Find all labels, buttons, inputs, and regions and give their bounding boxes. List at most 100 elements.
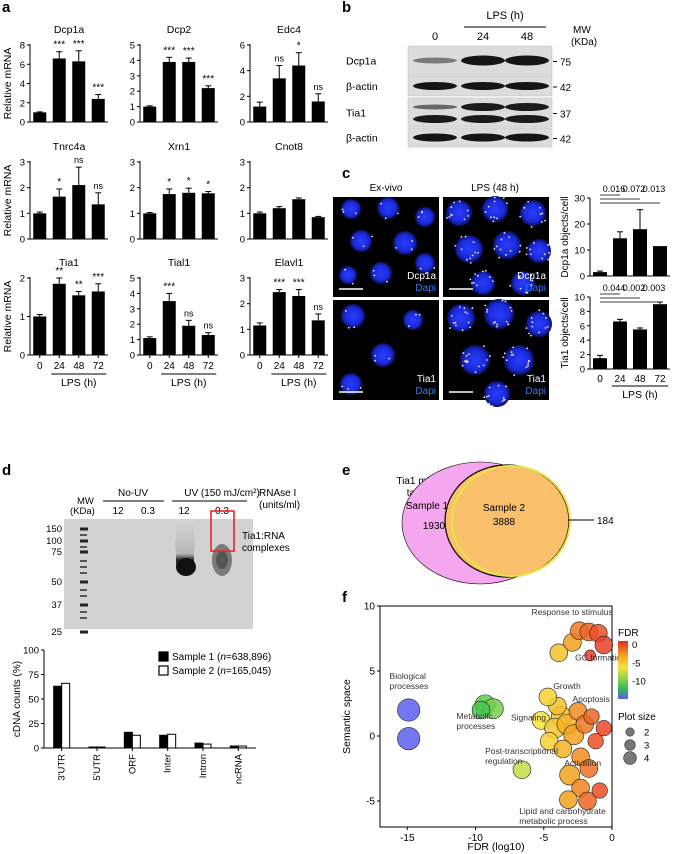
granule xyxy=(461,364,464,367)
significance-label: * xyxy=(187,176,191,187)
granule xyxy=(510,354,513,356)
bar-sample-1 xyxy=(123,731,133,749)
bar xyxy=(143,106,157,122)
granule xyxy=(519,244,522,247)
granule xyxy=(471,282,473,285)
granule xyxy=(469,257,472,260)
y-tick-label: 0 xyxy=(130,118,135,129)
legend-entry: Sample 2 (n=165,045) xyxy=(172,666,271,677)
bar xyxy=(72,295,86,355)
granule xyxy=(493,196,496,199)
granule xyxy=(484,269,487,272)
granule xyxy=(505,385,507,388)
blot-mw-value: 37 xyxy=(560,110,572,121)
nucleus xyxy=(484,381,510,407)
pvalue-label: 0.072 xyxy=(623,184,646,194)
x-tick-label: -10 xyxy=(468,833,483,844)
blot-band-upper xyxy=(461,103,505,111)
granule xyxy=(483,345,485,348)
y-tick-label: 0 xyxy=(130,235,135,246)
gel-lane-value-3: 12 xyxy=(178,506,190,517)
bar xyxy=(33,316,47,355)
x-tick-label: 24 xyxy=(54,361,66,372)
size-legend-bubble xyxy=(625,727,635,737)
granule xyxy=(463,307,466,309)
legend-swatch xyxy=(158,651,169,662)
granule xyxy=(474,273,476,275)
y-tick-label: 1 xyxy=(130,335,135,346)
granule xyxy=(526,291,529,294)
y-tick-label: 1 xyxy=(240,209,245,220)
bar xyxy=(33,112,47,122)
y-tick-label: 2 xyxy=(240,299,245,310)
ladder-band xyxy=(80,580,88,584)
ladder-band xyxy=(80,534,87,536)
stain-label: Dcp1a xyxy=(407,271,436,282)
size-legend-bubble xyxy=(623,751,637,765)
y-tick-label: 2 xyxy=(20,274,25,285)
size-legend-tick: 2 xyxy=(644,728,649,739)
significance-label: ** xyxy=(75,279,83,290)
granule xyxy=(525,366,528,369)
granule xyxy=(466,312,469,315)
granule xyxy=(493,248,496,250)
y-tick-label: 2 xyxy=(240,92,245,103)
granule xyxy=(421,210,424,213)
gel-mw-unit: (KDa) xyxy=(70,506,95,517)
y-tick-label: 4 xyxy=(130,289,135,300)
gel-complex-label-1: Tia1:RNA xyxy=(242,531,285,542)
granule xyxy=(525,327,528,330)
granule xyxy=(541,212,544,215)
granule xyxy=(469,278,472,281)
x-tick-label: 0 xyxy=(609,833,615,844)
nucleus xyxy=(484,299,514,329)
stain-label: Tia1 xyxy=(417,374,437,385)
blot-mw-unit: (KDa) xyxy=(571,37,597,48)
x-tick-label: 5'UTR xyxy=(92,754,103,781)
legend-swatch xyxy=(158,665,169,676)
bar xyxy=(311,320,325,355)
panel-letter-c: c xyxy=(342,165,350,182)
stain-label: Dcp1a xyxy=(517,271,546,282)
x-tick-label: 48 xyxy=(634,374,646,385)
go-term-bubble xyxy=(559,790,578,809)
granule xyxy=(508,236,510,239)
granule xyxy=(449,213,452,216)
panel-e-venn-diagram: Tia1 mRNA targets Sample 1 1930 Sample 2… xyxy=(396,461,614,585)
subplot-elavl1: Elavl1 0 1 2 3 0 *** 24 *** 48 ns 72 LPS (h) xyxy=(240,257,328,389)
granule xyxy=(496,217,498,220)
bar xyxy=(33,213,47,239)
granule xyxy=(463,218,466,221)
venn-sample2-label: Sample 2 xyxy=(483,503,526,514)
bar xyxy=(292,295,306,355)
nucleus xyxy=(377,197,399,219)
bar xyxy=(201,193,215,239)
granule xyxy=(418,313,421,316)
granule xyxy=(525,247,528,249)
granule xyxy=(464,311,467,314)
gel-complex-highlight-box xyxy=(210,510,235,552)
x-tick-label: 48 xyxy=(183,361,195,372)
granule xyxy=(531,325,534,328)
granule xyxy=(476,284,478,287)
significance-label: *** xyxy=(183,46,195,57)
y-tick-label: 0 xyxy=(20,351,25,362)
y-tick-label: 1 xyxy=(130,102,135,113)
venn-title-line-1: Tia1 mRNA xyxy=(396,476,448,487)
granule xyxy=(507,323,510,326)
y-tick-label: 8 xyxy=(580,307,585,318)
x-tick-label: 24 xyxy=(614,374,626,385)
nucleus xyxy=(446,200,472,226)
y-tick-label: 100 xyxy=(23,646,39,657)
y-tick-label: 2 xyxy=(130,320,135,331)
granule xyxy=(504,254,507,256)
granule xyxy=(484,211,487,213)
y-tick-label: 1 xyxy=(20,209,25,220)
granule xyxy=(372,269,375,272)
y-tick-label: 10 xyxy=(364,602,376,613)
blot-band-upper xyxy=(505,103,549,111)
granule xyxy=(344,309,347,312)
bar-sample-2 xyxy=(202,743,212,749)
